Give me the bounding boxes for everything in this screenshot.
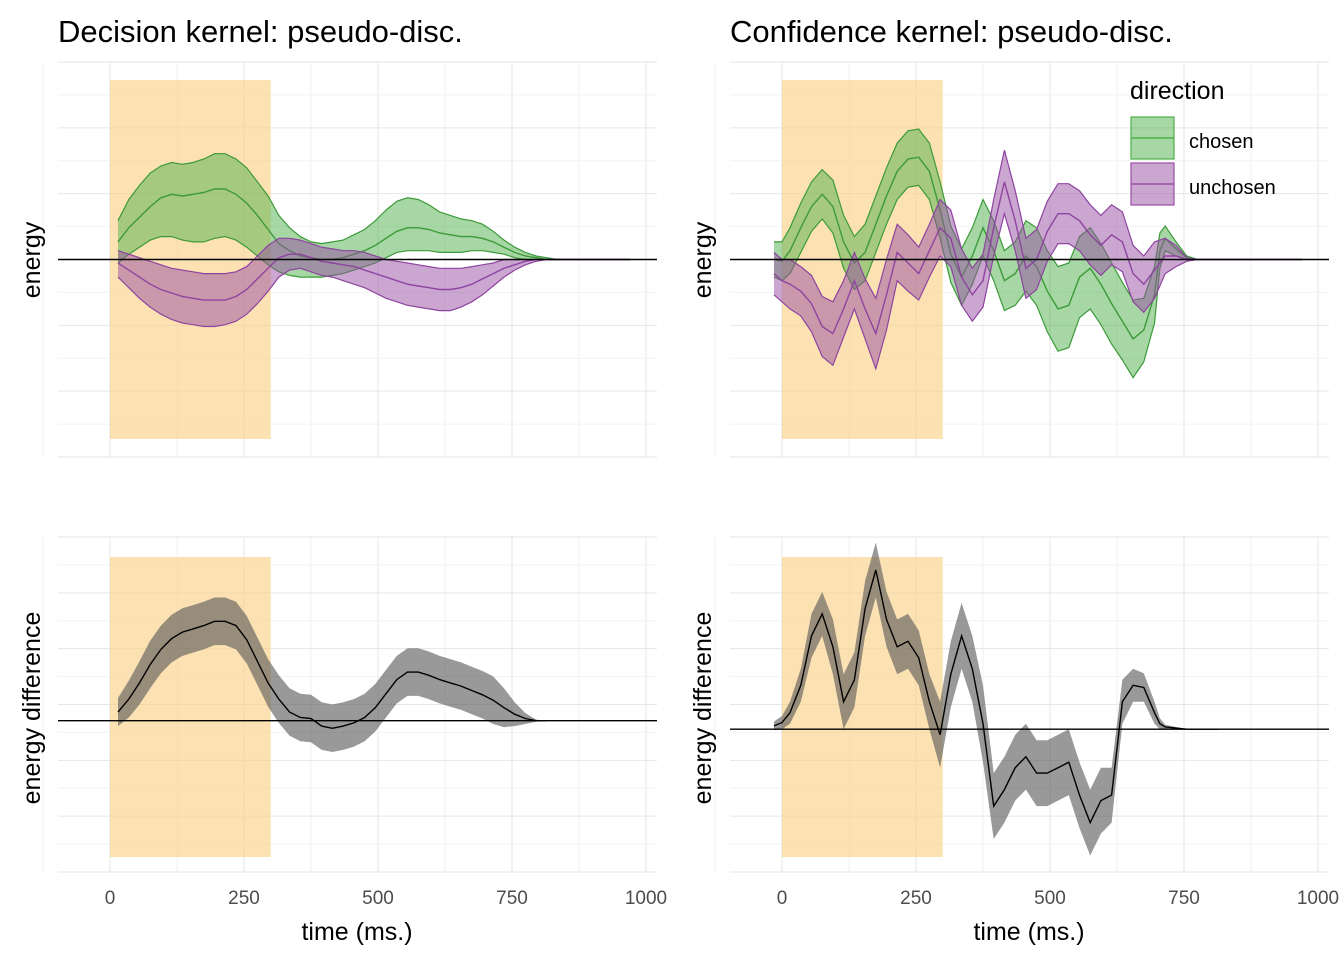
legend-label-unchosen: unchosen (1189, 177, 1276, 199)
mean-line-difference (773, 569, 1219, 825)
legend-label-chosen: chosen (1189, 131, 1254, 153)
mean-line-unchosen (773, 181, 1302, 336)
y-axis-label-confidence-difference: energy difference (689, 612, 717, 805)
legend-title: direction (1130, 77, 1225, 105)
confidence-difference-panel (714, 536, 1329, 873)
legend-item-chosen: chosen (1130, 116, 1254, 160)
ribbon-difference (118, 597, 547, 752)
x-tick-label: 750 (1168, 888, 1200, 909)
x-ticks-left: 0 250 500 750 1000 (105, 888, 667, 909)
panel-title-decision: Decision kernel: pseudo-disc. (58, 14, 463, 49)
x-tick-label: 500 (362, 888, 394, 909)
panel-title-confidence: Confidence kernel: pseudo-disc. (730, 14, 1173, 49)
mean-line-difference (117, 620, 547, 730)
x-axis-label-left: time (ms.) (301, 918, 412, 946)
x-tick-label: 750 (496, 888, 528, 909)
x-tick-label: 0 (105, 888, 116, 909)
x-ticks-right: 0 250 500 750 1000 (777, 888, 1339, 909)
x-tick-label: 1000 (1297, 888, 1339, 909)
ribbon-upper-edge-chosen (117, 153, 630, 261)
y-axis-label-decision-difference: energy difference (18, 612, 46, 805)
x-axis-label-right: time (ms.) (973, 918, 1084, 946)
confidence-energy-panel (714, 61, 1329, 458)
ribbon-lower-edge-unchosen (773, 211, 1302, 371)
legend-item-unchosen: unchosen (1130, 162, 1276, 206)
x-tick-label: 250 (228, 888, 260, 909)
mean-line-unchosen (117, 253, 630, 301)
ribbon-upper-edge-unchosen (773, 150, 1302, 303)
x-tick-label: 0 (777, 888, 788, 909)
x-tick-label: 1000 (625, 888, 667, 909)
legend: direction chosen unchosen (1130, 77, 1276, 206)
decision-energy-panel (42, 61, 657, 458)
decision-difference-panel (42, 536, 657, 873)
ribbon-difference (774, 542, 1219, 856)
x-tick-label: 500 (1034, 888, 1066, 909)
x-tick-label: 250 (900, 888, 932, 909)
y-axis-label-decision-energy: energy (18, 221, 46, 298)
ribbon-lower-edge-unchosen (117, 258, 630, 328)
y-axis-label-confidence-energy: energy (689, 221, 717, 298)
